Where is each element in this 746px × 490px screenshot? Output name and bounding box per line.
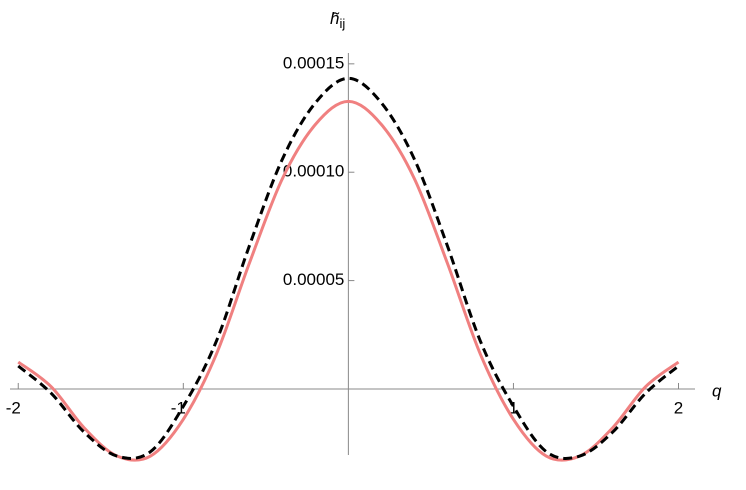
y-axis-label-sub: ij [339, 16, 345, 31]
y-tick-label: 0.00005 [283, 270, 344, 289]
y-tick-label: 0.00010 [283, 162, 344, 181]
x-tick-label: 1 [509, 398, 518, 417]
x-tick-label: -1 [171, 398, 186, 417]
series-line [17, 76, 680, 460]
y-axis-label: h̃ij [330, 9, 345, 31]
series-line [17, 99, 680, 462]
x-tick-label: -2 [6, 398, 21, 417]
x-tick-label: 2 [674, 398, 683, 417]
y-tick-label: 0.00015 [283, 53, 344, 72]
x-axis-label: q [712, 381, 722, 400]
y-axis-label-base: h̃ [330, 9, 340, 28]
